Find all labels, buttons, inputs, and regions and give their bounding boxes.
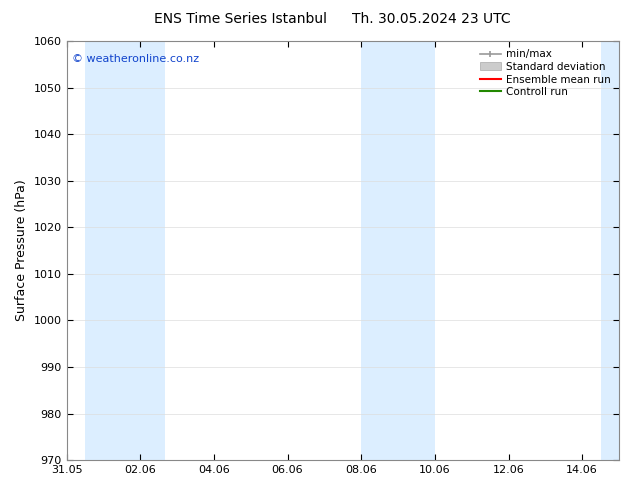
Legend: min/max, Standard deviation, Ensemble mean run, Controll run: min/max, Standard deviation, Ensemble me… bbox=[477, 46, 614, 100]
Bar bbox=[85, 41, 165, 460]
Text: Th. 30.05.2024 23 UTC: Th. 30.05.2024 23 UTC bbox=[352, 12, 510, 26]
Text: ENS Time Series Istanbul: ENS Time Series Istanbul bbox=[155, 12, 327, 26]
Bar bbox=[361, 41, 435, 460]
Y-axis label: Surface Pressure (hPa): Surface Pressure (hPa) bbox=[15, 180, 28, 321]
Text: © weatheronline.co.nz: © weatheronline.co.nz bbox=[72, 53, 199, 64]
Bar bbox=[600, 41, 623, 460]
